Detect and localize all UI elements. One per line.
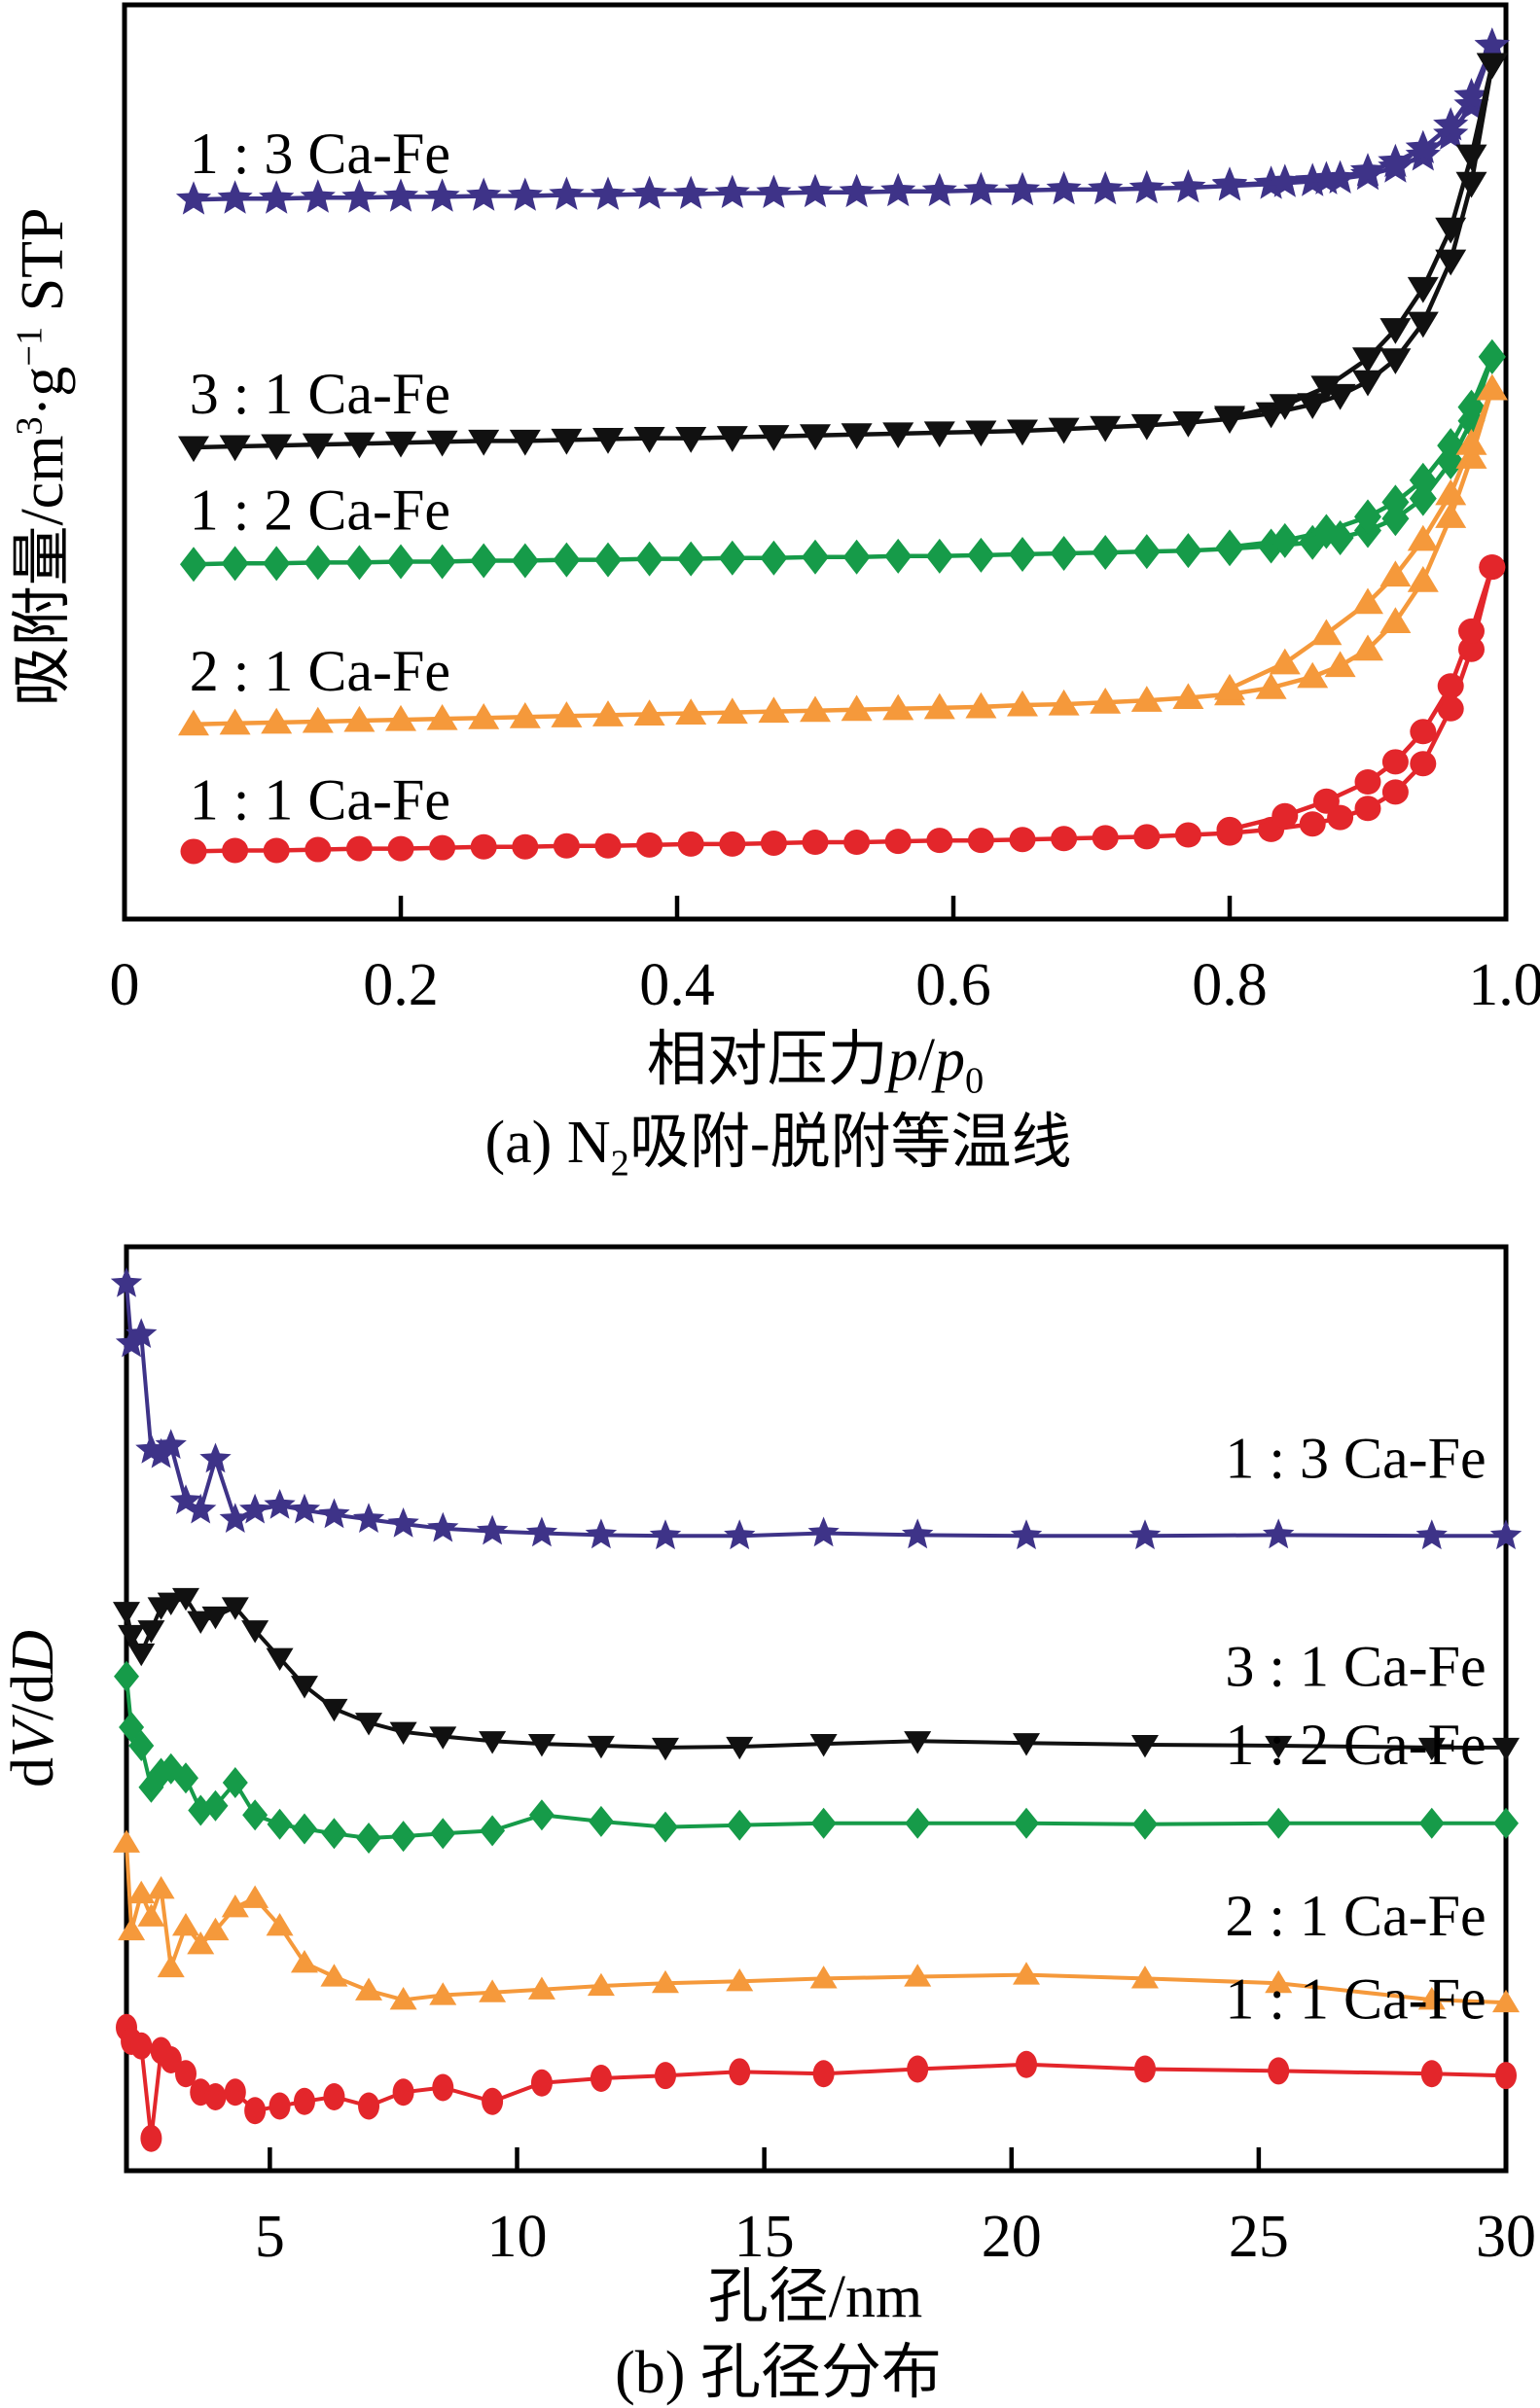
x-axis-ticks-n2-isotherms: 0 0.2 0.4 0.6 0.8 1.0 [110,896,1540,1018]
x-tick-label: 0.4 [639,952,715,1018]
series-1-1-ca-fe [116,2013,1517,2152]
x-tick-label: 0 [110,952,140,1018]
panel-a-x-axis-title: 相对压力p/p0 [646,1027,985,1102]
series-1-2-ca-fe [114,1660,1519,1854]
panel-b-x-axis-title: 孔径/nm [707,2264,923,2330]
series-label-2-1-ca-fe: 2 : 1 Ca-Fe [190,639,450,703]
panel-a-y-axis-title: 吸附量/cm3·g−1 STP [9,207,76,707]
x-tick-label: 0.8 [1192,952,1268,1018]
x-tick-label: 0.2 [363,952,439,1018]
series-label-3-1-ca-fe: 3 : 1 Ca-Fe [190,362,450,426]
series-2-1-ca-fe [178,373,1508,736]
series-1-3-ca-fe [175,27,1510,215]
panel-pore-size-distribution: 5 10 15 20 25 30 1 : 3 Ca-Fe 3 : 1 Ca-Fe 1 : 2 C… [110,1244,1536,2270]
series-1-3-ca-fe [110,1267,1522,1550]
x-tick-label: 5 [255,2204,285,2270]
panel-n2-isotherms: 0 0.2 0.4 0.6 0.8 1.0 1 : 3 Ca-Fe 3 : 1 Ca-Fe 1 … [110,2,1540,1018]
series-label-1-2-ca-fe: 1 : 2 Ca-Fe [1225,1713,1486,1777]
series-1-1-ca-fe [180,554,1506,865]
series-3-1-ca-fe [113,1587,1520,1761]
series-label-2-1-ca-fe: 2 : 1 Ca-Fe [1225,1884,1486,1948]
series-label-1-3-ca-fe: 1 : 3 Ca-Fe [1225,1427,1486,1491]
x-tick-label: 1.0 [1468,952,1540,1018]
plot-frame-pore-size-distribution [124,1244,1509,2174]
panel-b-y-axis-title: dV/dD [0,1630,66,1788]
plot-frame-n2-isotherms [122,2,1509,922]
series-3-1-ca-fe [178,53,1508,463]
x-tick-label: 15 [734,2204,795,2270]
series-label-1-3-ca-fe: 1 : 3 Ca-Fe [190,122,450,186]
series-label-1-1-ca-fe: 1 : 1 Ca-Fe [1225,1966,1486,2031]
x-tick-label: 20 [982,2204,1042,2270]
series-2-1-ca-fe [113,1829,1520,2013]
x-tick-label: 25 [1229,2204,1289,2270]
series-1-3-ca-fe-curve-line [125,1282,1508,1539]
series-label-1-2-ca-fe: 1 : 2 Ca-Fe [190,478,450,543]
series-label-1-1-ca-fe: 1 : 1 Ca-Fe [190,768,450,832]
panel-b-caption: (b) 孔径分布 [615,2340,942,2406]
x-axis-ticks-pore-size-distribution: 5 10 15 20 25 30 [255,2147,1536,2270]
panel-a-caption: (a) N2吸附-脱附等温线 [484,1110,1072,1185]
x-tick-label: 10 [487,2204,548,2270]
x-tick-label: 30 [1476,2204,1536,2270]
series-label-3-1-ca-fe: 3 : 1 Ca-Fe [1225,1634,1486,1698]
x-tick-label: 0.6 [915,952,991,1018]
